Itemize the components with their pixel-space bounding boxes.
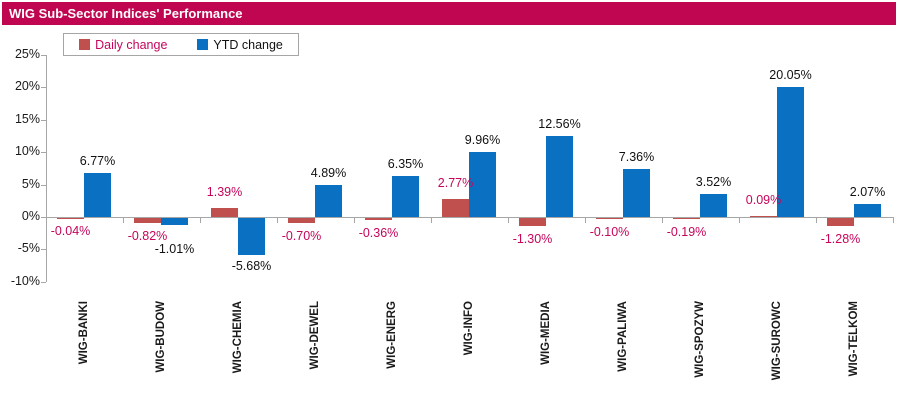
- legend-item-ytd: YTD change: [197, 37, 283, 52]
- bar-ytd: [469, 152, 496, 217]
- value-label-ytd: 3.52%: [695, 175, 732, 190]
- x-axis-label: WIG-DEWEL: [309, 301, 321, 370]
- y-axis-label: 15%: [14, 111, 40, 126]
- x-axis-tick: [354, 218, 355, 223]
- x-axis-label: WIG-MEDIA: [540, 301, 552, 365]
- bar-daily: [288, 218, 315, 223]
- bar-ytd: [623, 169, 650, 217]
- bar-daily: [442, 199, 469, 217]
- y-axis-label: 25%: [14, 47, 40, 61]
- value-label-ytd: 6.77%: [79, 154, 116, 169]
- legend: Daily change YTD change: [63, 33, 299, 56]
- value-label-ytd: 7.36%: [618, 150, 655, 165]
- bar-daily: [57, 218, 84, 219]
- bar-daily: [827, 218, 854, 227]
- x-axis-label: WIG-TELKOM: [848, 301, 860, 377]
- y-axis-label: -10%: [10, 273, 40, 288]
- x-axis-label: WIG-PALIWA: [617, 301, 629, 372]
- x-axis-label: WIG-ENERG: [386, 301, 398, 369]
- value-label-daily: -1.28%: [820, 232, 861, 247]
- bar-daily: [750, 216, 777, 217]
- x-axis-label: WIG-INFO: [463, 301, 475, 356]
- x-axis-tick: [200, 218, 201, 223]
- value-label-ytd: 20.05%: [769, 68, 812, 83]
- y-axis-label: 0%: [21, 209, 40, 223]
- x-axis-tick: [585, 218, 586, 223]
- x-axis-label: WIG-BANKI: [78, 301, 90, 365]
- bar-daily: [519, 218, 546, 227]
- x-axis-label: WIG-SUROWC: [771, 301, 783, 381]
- y-axis-tick: [41, 152, 46, 154]
- bar-daily: [596, 218, 623, 219]
- y-axis-tick: [41, 217, 46, 218]
- x-axis-tick: [431, 218, 432, 223]
- daily-series-swatch-icon: [79, 39, 91, 50]
- zero-line: [46, 217, 894, 218]
- value-label-ytd: 6.35%: [387, 156, 424, 171]
- y-axis-label: 20%: [14, 79, 40, 94]
- bar-ytd: [161, 218, 188, 225]
- value-label-daily: -0.10%: [589, 224, 630, 239]
- bar-ytd: [546, 135, 573, 217]
- value-label-ytd: 4.89%: [310, 166, 347, 181]
- bar-daily: [673, 218, 700, 220]
- bar-ytd: [238, 218, 265, 255]
- value-label-daily: -1.30%: [512, 232, 553, 247]
- x-axis-tick: [277, 218, 278, 223]
- legend-item-daily: Daily change: [79, 38, 167, 52]
- bar-ytd: [315, 185, 342, 217]
- y-axis-tick: [41, 281, 46, 283]
- chart-title-bar: WIG Sub-Sector Indices' Performance: [2, 2, 896, 25]
- y-axis-tick: [41, 87, 46, 89]
- bar-ytd: [777, 87, 804, 217]
- bar-ytd: [392, 175, 419, 217]
- x-axis-tick: [46, 218, 47, 223]
- value-label-ytd: 9.96%: [464, 133, 501, 148]
- value-label-daily: -0.04%: [50, 224, 91, 239]
- x-axis-tick: [816, 218, 817, 223]
- bar-ytd: [700, 194, 727, 217]
- value-label-daily: 1.39%: [206, 184, 243, 199]
- y-axis-label: -5%: [17, 241, 40, 256]
- x-axis-tick: [508, 218, 509, 223]
- value-label-ytd: 12.56%: [538, 116, 581, 131]
- value-label-ytd: -1.01%: [154, 242, 195, 257]
- y-axis-tick: [41, 119, 46, 121]
- x-axis-label: WIG-SPOZYW: [694, 301, 706, 378]
- x-axis-tick: [739, 218, 740, 223]
- x-axis-tick: [123, 218, 124, 223]
- bar-ytd: [84, 173, 111, 217]
- value-label-daily: -0.82%: [127, 229, 168, 244]
- value-label-daily: -0.70%: [281, 228, 322, 243]
- value-label-ytd: -5.68%: [231, 258, 272, 273]
- y-axis-label: 10%: [14, 144, 40, 159]
- value-label-daily: 2.77%: [437, 176, 474, 191]
- bar-daily: [134, 218, 161, 224]
- legend-label-daily: Daily change: [95, 37, 168, 52]
- y-axis-tick: [41, 249, 46, 251]
- legend-label-ytd: YTD change: [213, 37, 283, 52]
- x-axis-tick: [662, 218, 663, 223]
- bar-ytd: [854, 203, 881, 217]
- x-axis-label: WIG-BUDOW: [155, 301, 167, 373]
- x-axis-label: WIG-CHEMIA: [232, 301, 244, 374]
- value-label-daily: -0.36%: [358, 226, 399, 241]
- value-label-daily: 0.09%: [745, 193, 782, 208]
- bar-daily: [211, 207, 238, 217]
- chart-title: WIG Sub-Sector Indices' Performance: [9, 6, 243, 21]
- y-axis-tick: [41, 55, 46, 56]
- value-label-ytd: 2.07%: [849, 184, 886, 199]
- x-axis-tick: [893, 218, 894, 223]
- y-axis-line: [46, 55, 47, 282]
- bar-daily: [365, 218, 392, 221]
- y-axis-tick: [41, 184, 46, 186]
- ytd-series-swatch-icon: [197, 39, 209, 50]
- value-label-daily: -0.19%: [666, 225, 707, 240]
- y-axis-label: 5%: [21, 176, 40, 191]
